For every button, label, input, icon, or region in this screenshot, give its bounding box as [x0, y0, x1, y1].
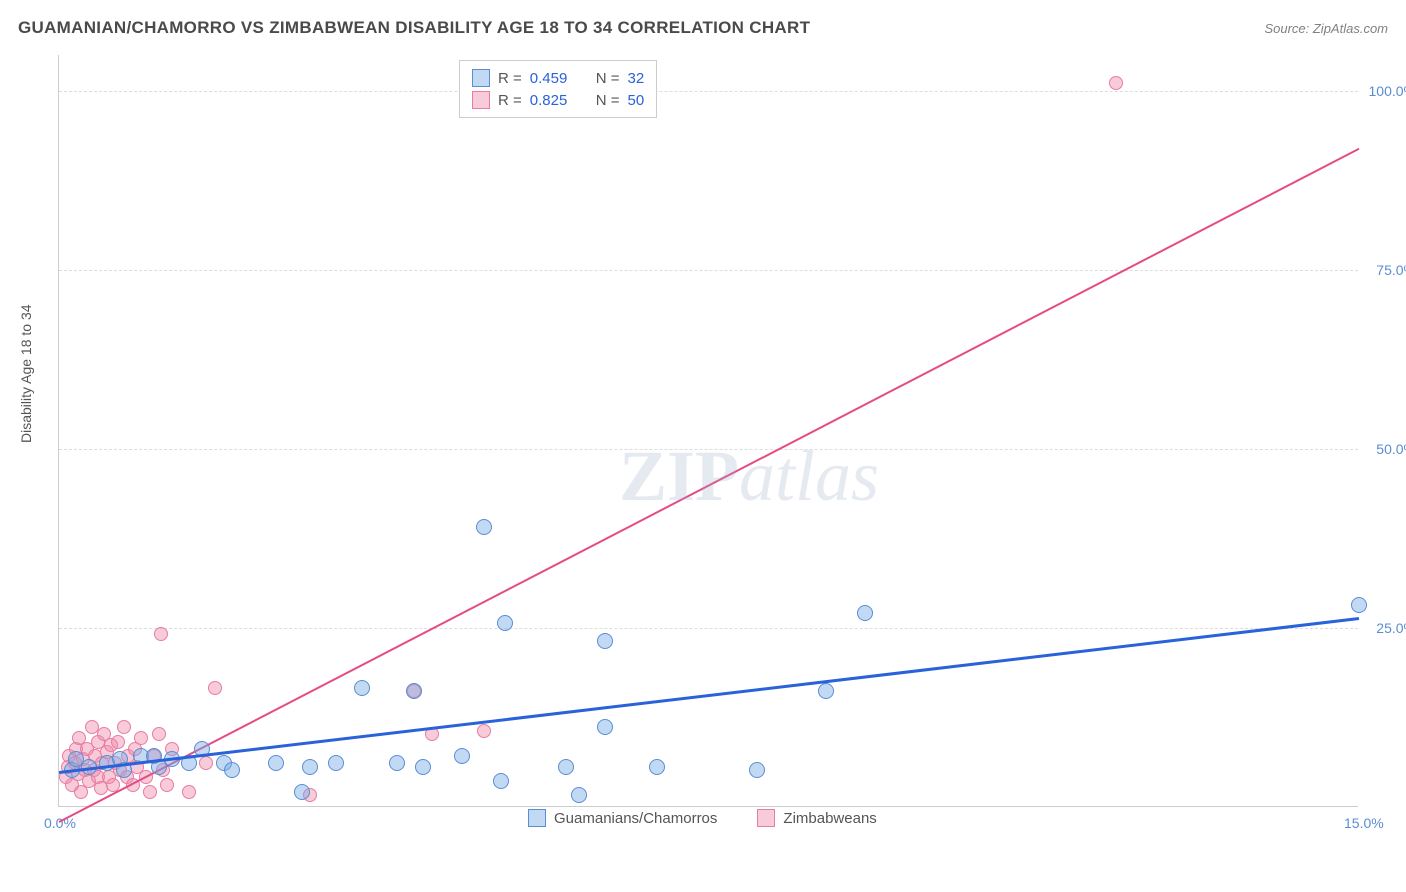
- scatter-point-pink: [199, 756, 213, 770]
- n-label: N =: [596, 92, 620, 109]
- scatter-point-pink: [111, 735, 125, 749]
- legend-swatch: [472, 69, 490, 87]
- gridline-h: [59, 91, 1358, 92]
- scatter-point-blue: [406, 683, 422, 699]
- y-axis-label: Disability Age 18 to 34: [18, 304, 34, 443]
- scatter-point-blue: [294, 784, 310, 800]
- x-tick-label: 0.0%: [44, 815, 76, 831]
- series-legend-item: Guamanians/Chamorros: [528, 809, 717, 827]
- scatter-point-blue: [268, 755, 284, 771]
- series-legend-label: Guamanians/Chamorros: [554, 810, 717, 827]
- scatter-point-blue: [558, 759, 574, 775]
- series-legend-label: Zimbabweans: [783, 810, 876, 827]
- scatter-point-pink: [1109, 76, 1123, 90]
- scatter-point-pink: [160, 778, 174, 792]
- r-label: R =: [498, 92, 522, 109]
- n-value: 32: [628, 70, 645, 87]
- chart-container: Disability Age 18 to 34 R =0.459N =32R =…: [48, 55, 1388, 835]
- gridline-h: [59, 449, 1358, 450]
- scatter-point-pink: [152, 727, 166, 741]
- gridline-h: [59, 628, 1358, 629]
- scatter-point-pink: [154, 627, 168, 641]
- plot-area: R =0.459N =32R =0.825N =50 ZIPatlas 25.0…: [58, 55, 1358, 807]
- x-tick-label: 15.0%: [1344, 815, 1384, 831]
- scatter-point-blue: [493, 773, 509, 789]
- y-tick-label: 50.0%: [1361, 441, 1406, 457]
- trendline-pink: [59, 148, 1360, 823]
- scatter-point-pink: [208, 681, 222, 695]
- scatter-point-blue: [749, 762, 765, 778]
- trendline-blue: [59, 617, 1359, 773]
- scatter-point-blue: [389, 755, 405, 771]
- correlation-legend-row: R = 0.825 N = 50: [472, 89, 644, 111]
- scatter-point-blue: [571, 787, 587, 803]
- scatter-point-blue: [649, 759, 665, 775]
- legend-swatch: [472, 91, 490, 109]
- scatter-point-pink: [182, 785, 196, 799]
- scatter-point-blue: [818, 683, 834, 699]
- r-value: 0.825: [530, 92, 578, 109]
- scatter-point-blue: [597, 719, 613, 735]
- scatter-point-pink: [134, 731, 148, 745]
- scatter-point-blue: [497, 615, 513, 631]
- chart-header: GUAMANIAN/CHAMORRO VS ZIMBABWEAN DISABIL…: [18, 18, 1388, 38]
- n-value: 50: [628, 92, 645, 109]
- series-legend-item: Zimbabweans: [757, 809, 876, 827]
- n-label: N =: [596, 70, 620, 87]
- y-tick-label: 100.0%: [1361, 83, 1406, 99]
- correlation-legend: R = 0.459 N = 32 R = 0.825 N = 50: [459, 60, 657, 118]
- scatter-point-blue: [454, 748, 470, 764]
- legend-swatch: [757, 809, 775, 827]
- scatter-point-blue: [328, 755, 344, 771]
- r-label: R =: [498, 70, 522, 87]
- correlation-legend-row: R = 0.459 N = 32: [472, 67, 644, 89]
- scatter-point-blue: [857, 605, 873, 621]
- chart-source: Source: ZipAtlas.com: [1264, 21, 1388, 36]
- scatter-point-blue: [476, 519, 492, 535]
- scatter-point-pink: [143, 785, 157, 799]
- scatter-point-blue: [1351, 597, 1367, 613]
- scatter-point-blue: [224, 762, 240, 778]
- y-tick-label: 25.0%: [1361, 620, 1406, 636]
- gridline-h: [59, 270, 1358, 271]
- series-legend: Guamanians/Chamorros Zimbabweans: [528, 809, 877, 827]
- r-value: 0.459: [530, 70, 578, 87]
- scatter-point-pink: [477, 724, 491, 738]
- scatter-point-blue: [597, 633, 613, 649]
- y-tick-label: 75.0%: [1361, 262, 1406, 278]
- scatter-point-blue: [415, 759, 431, 775]
- watermark: ZIPatlas: [619, 435, 879, 518]
- scatter-point-blue: [354, 680, 370, 696]
- legend-swatch: [528, 809, 546, 827]
- scatter-point-blue: [302, 759, 318, 775]
- scatter-point-pink: [117, 720, 131, 734]
- chart-title: GUAMANIAN/CHAMORRO VS ZIMBABWEAN DISABIL…: [18, 18, 810, 38]
